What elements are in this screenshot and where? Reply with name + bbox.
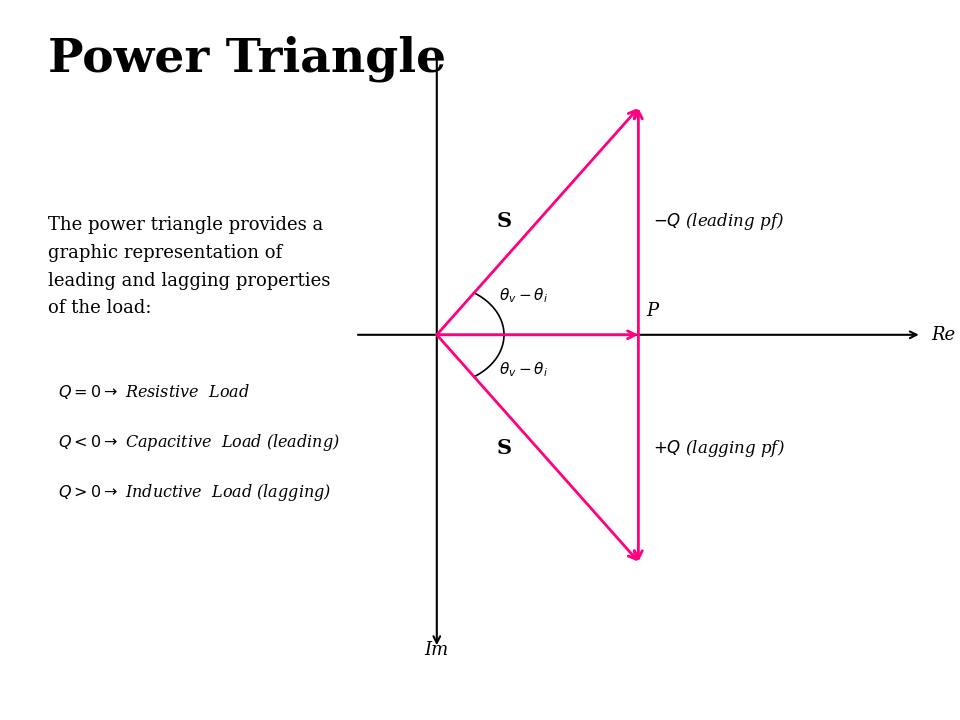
- Text: $+Q$ (lagging pf): $+Q$ (lagging pf): [653, 438, 784, 459]
- Text: The power triangle provides a
graphic representation of
leading and lagging prop: The power triangle provides a graphic re…: [48, 216, 330, 318]
- Text: $\theta_v - \theta_i$: $\theta_v - \theta_i$: [499, 286, 548, 305]
- Text: $Q < 0 \rightarrow$ Capacitive  Load (leading): $Q < 0 \rightarrow$ Capacitive Load (lea…: [58, 432, 340, 453]
- Text: P: P: [646, 302, 659, 320]
- Text: $\theta_v - \theta_i$: $\theta_v - \theta_i$: [499, 360, 548, 379]
- Text: S: S: [496, 212, 512, 231]
- Text: Power Triangle: Power Triangle: [48, 36, 446, 83]
- Text: S: S: [496, 438, 512, 458]
- Text: Im: Im: [424, 641, 449, 659]
- Text: $-Q$ (leading pf): $-Q$ (leading pf): [653, 211, 783, 232]
- Text: Re: Re: [931, 325, 955, 343]
- Text: $Q = 0 \rightarrow$ Resistive  Load: $Q = 0 \rightarrow$ Resistive Load: [58, 382, 250, 400]
- Text: $Q > 0 \rightarrow$ Inductive  Load (lagging): $Q > 0 \rightarrow$ Inductive Load (lagg…: [58, 482, 331, 503]
